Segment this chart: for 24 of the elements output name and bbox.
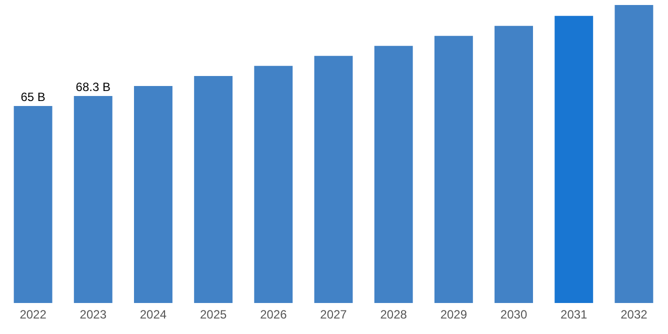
bar: [494, 26, 533, 303]
x-tick-label: 2027: [320, 308, 348, 322]
x-tick-label: 2024: [140, 308, 167, 322]
x-tick-label: 2023: [80, 308, 107, 322]
x-tick-label: 2028: [380, 308, 408, 322]
x-tick-label: 2032: [620, 308, 648, 322]
bar: [374, 46, 413, 303]
data-label: 65 B: [20, 90, 46, 104]
bar: [254, 66, 293, 303]
x-tick-label: 2025: [200, 308, 227, 322]
bar: [194, 76, 233, 303]
x-tick-label: 2022: [20, 308, 47, 322]
bar: [314, 56, 353, 303]
x-tick-label: 2031: [560, 308, 588, 322]
bar: [74, 96, 112, 303]
x-tick-label: 2030: [500, 308, 528, 322]
bar: [554, 16, 594, 303]
bar: [434, 36, 473, 303]
x-tick-label: 2026: [260, 308, 288, 322]
x-tick-label: 2029: [440, 308, 468, 322]
data-label: 68.3 B: [76, 80, 110, 94]
bar: [134, 86, 172, 303]
bar: [614, 5, 654, 303]
bar: [14, 106, 52, 303]
